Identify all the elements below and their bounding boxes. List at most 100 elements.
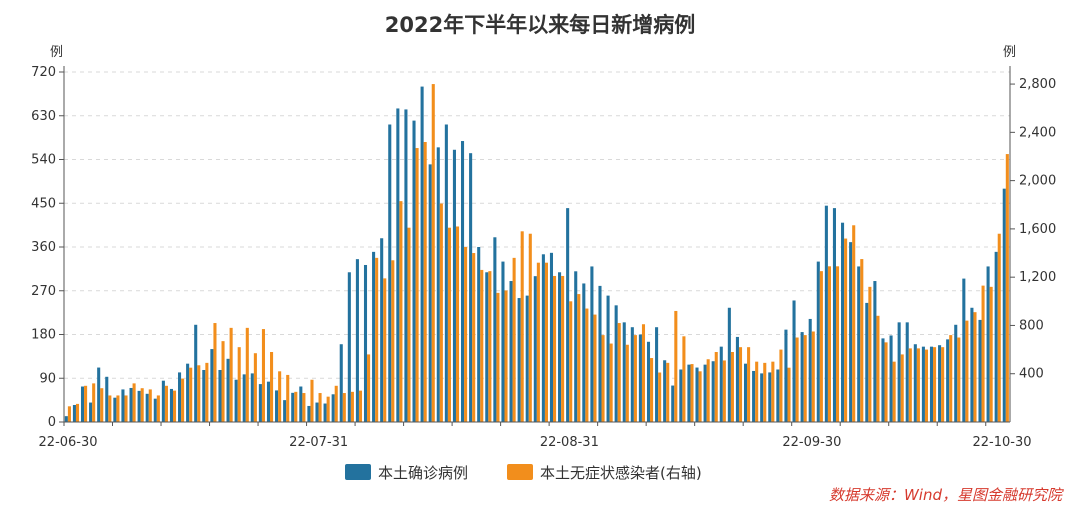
bar-confirmed — [339, 344, 343, 422]
bar-asymptomatic — [496, 292, 500, 422]
bar-confirmed — [606, 295, 610, 422]
bar-asymptomatic — [302, 393, 306, 422]
bar-confirmed — [137, 390, 141, 422]
bar-confirmed — [558, 272, 562, 422]
bar-asymptomatic — [464, 247, 468, 422]
bar-asymptomatic — [253, 353, 257, 422]
bar-confirmed — [291, 392, 295, 422]
bar-confirmed — [792, 300, 796, 422]
bar-confirmed — [994, 251, 998, 422]
bar-confirmed — [946, 339, 950, 422]
left-axis-ticks: 0 90 180 270 360 450 540 630 720 — [31, 65, 64, 430]
bar-asymptomatic — [504, 290, 508, 422]
bar-asymptomatic — [601, 335, 605, 422]
bar-confirmed — [566, 208, 570, 422]
bar-confirmed — [679, 369, 683, 422]
bar-confirmed — [873, 281, 877, 422]
bar-asymptomatic — [221, 341, 225, 422]
legend-swatch-asymptomatic — [507, 464, 533, 480]
bar-asymptomatic — [181, 378, 185, 422]
bar-asymptomatic — [536, 262, 540, 422]
right-tick-label: 2,000 — [1019, 174, 1056, 189]
bar-confirmed — [824, 205, 828, 422]
bar-confirmed — [727, 307, 731, 422]
bar-confirmed — [800, 332, 804, 422]
left-axis-unit: 例 — [50, 45, 63, 60]
bar-asymptomatic — [941, 347, 945, 422]
x-tick-label: 22-09-30 — [782, 435, 841, 450]
left-tick-label: 270 — [31, 284, 56, 299]
bar-confirmed — [145, 393, 149, 422]
bar-asymptomatic — [294, 391, 298, 422]
bar-asymptomatic — [326, 396, 330, 422]
legend-swatch-confirmed — [345, 464, 371, 480]
bar-confirmed — [598, 285, 602, 422]
bar-confirmed — [428, 164, 432, 422]
bar-asymptomatic — [261, 329, 266, 422]
source-note: 数据来源：Wind，星图金融研究院 — [829, 486, 1064, 504]
bar-confirmed — [816, 261, 820, 422]
bar-asymptomatic — [124, 395, 128, 422]
bar-confirmed — [412, 120, 416, 422]
left-tick-label: 540 — [31, 153, 56, 168]
bar-confirmed — [89, 402, 93, 422]
bar-asymptomatic — [641, 324, 646, 422]
bar-asymptomatic — [108, 395, 112, 422]
bar-confirmed — [363, 264, 368, 422]
bar-confirmed — [299, 386, 303, 422]
bar-confirmed — [121, 389, 125, 422]
bar-confirmed — [881, 338, 885, 422]
bar-confirmed — [186, 363, 190, 422]
bar-asymptomatic — [164, 385, 168, 422]
bar-asymptomatic — [512, 257, 516, 422]
bar-asymptomatic — [213, 323, 217, 422]
bar-asymptomatic — [334, 385, 338, 422]
x-tick-label: 22-06-30 — [39, 435, 98, 450]
right-tick-label: 1,600 — [1019, 222, 1056, 237]
bar-asymptomatic — [140, 388, 144, 422]
bar-asymptomatic — [431, 84, 435, 422]
bar-confirmed — [218, 369, 222, 422]
bar-asymptomatic — [189, 367, 193, 422]
bar-confirmed — [970, 307, 974, 422]
bar-confirmed — [485, 272, 489, 422]
bar-confirmed — [501, 261, 505, 422]
bar-asymptomatic — [561, 275, 565, 422]
bar-confirmed — [161, 380, 165, 422]
bar-confirmed — [889, 335, 893, 422]
bar-asymptomatic — [205, 362, 209, 422]
bar-asymptomatic — [318, 393, 322, 422]
bar-confirmed — [1002, 188, 1006, 422]
left-tick-label: 720 — [31, 65, 56, 80]
bar-asymptomatic — [787, 367, 791, 422]
bar-asymptomatic — [100, 388, 104, 422]
bar-confirmed — [986, 266, 990, 422]
bar-confirmed — [315, 402, 319, 422]
bar-asymptomatic — [148, 389, 152, 422]
bar-confirmed — [865, 302, 869, 422]
bar-asymptomatic — [747, 347, 751, 422]
chart-title: 2022年下半年以来每日新增病例 — [385, 13, 695, 37]
left-tick-label: 450 — [31, 196, 56, 211]
bar-asymptomatic — [197, 365, 201, 422]
bar-asymptomatic — [472, 253, 476, 422]
bar-asymptomatic — [553, 275, 557, 422]
bar-asymptomatic — [900, 354, 904, 422]
bar-asymptomatic — [973, 312, 977, 422]
bar-confirmed — [549, 252, 554, 422]
bar-confirmed — [525, 295, 529, 422]
bar-confirmed — [687, 364, 691, 422]
bar-asymptomatic — [593, 314, 597, 422]
bars — [64, 84, 1009, 423]
bar-confirmed — [719, 346, 723, 422]
bar-confirmed — [210, 349, 214, 422]
bar-confirmed — [711, 361, 715, 422]
bar-confirmed — [113, 397, 117, 422]
bar-asymptomatic — [965, 320, 969, 422]
bar-confirmed — [978, 319, 982, 422]
bar-asymptomatic — [569, 301, 573, 422]
bar-confirmed — [283, 400, 287, 422]
bar-asymptomatic — [286, 374, 290, 422]
bar-asymptomatic — [771, 361, 775, 422]
bar-asymptomatic — [738, 347, 743, 422]
